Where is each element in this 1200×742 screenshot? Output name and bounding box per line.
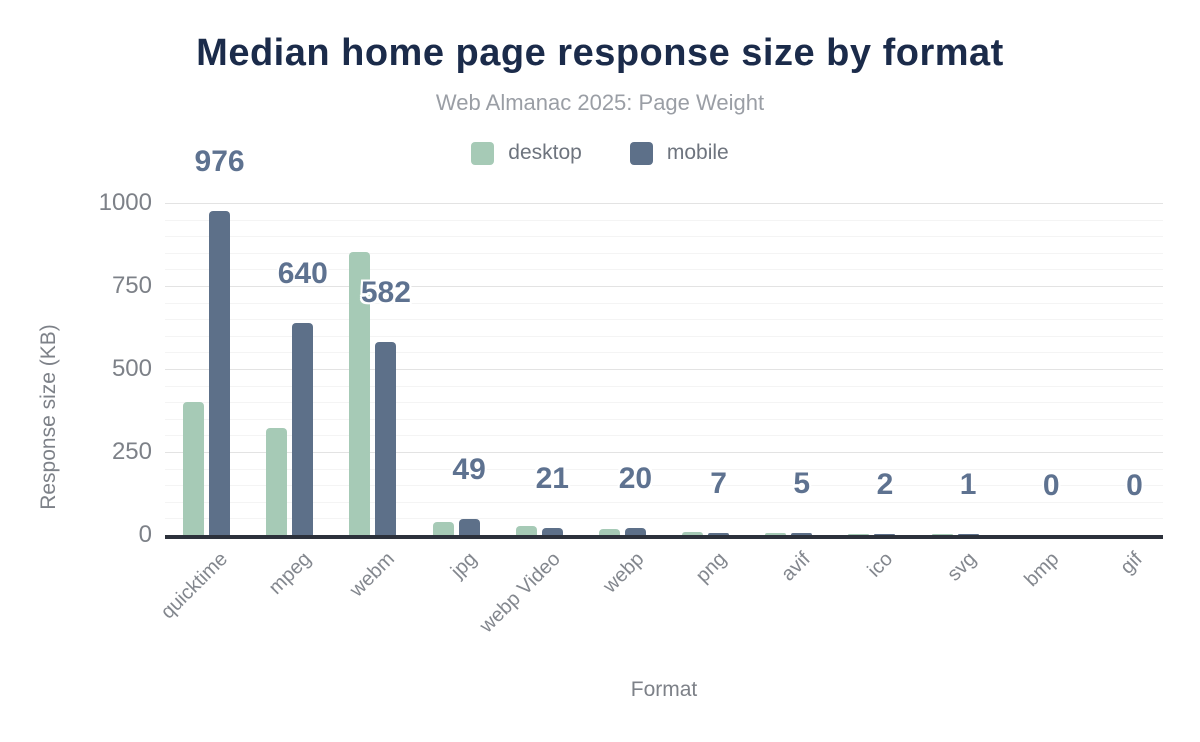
x-axis-line xyxy=(165,535,1163,539)
x-category-label: webp xyxy=(598,548,648,598)
bar-desktop-webm[interactable] xyxy=(349,252,371,535)
legend-item-mobile[interactable]: mobile xyxy=(629,141,729,165)
x-category-label: jpg xyxy=(447,548,482,583)
x-category-label: gif xyxy=(1116,548,1147,579)
value-label: 49 xyxy=(452,452,486,486)
bar-mobile-ico[interactable] xyxy=(874,534,896,535)
major-gridline xyxy=(165,369,1163,370)
x-axis-title: Format xyxy=(630,678,698,701)
value-label: 21 xyxy=(535,462,569,496)
minor-gridline xyxy=(165,435,1163,437)
bar-desktop-jpg[interactable] xyxy=(432,521,454,535)
value-label: 640 xyxy=(277,256,328,290)
bar-mobile-svg[interactable] xyxy=(957,534,979,535)
desktop-swatch-icon xyxy=(471,141,495,165)
value-label: 1 xyxy=(959,468,977,501)
minor-gridline xyxy=(165,335,1163,337)
bar-mobile-webp-Video[interactable] xyxy=(541,528,563,535)
legend-item-desktop[interactable]: desktop xyxy=(471,141,582,165)
minor-gridline xyxy=(165,252,1163,254)
y-axis-title: Response size (KB) xyxy=(37,324,60,510)
minor-gridline xyxy=(165,269,1163,271)
value-label: 20 xyxy=(618,462,653,496)
bar-mobile-quicktime[interactable] xyxy=(209,210,231,535)
legend-label-desktop: desktop xyxy=(508,141,582,164)
x-category-label: webm xyxy=(345,548,399,602)
chart-title: Median home page response size by format xyxy=(196,32,1004,74)
legend: desktop mobile xyxy=(0,141,1200,165)
minor-gridline xyxy=(165,518,1163,520)
value-label: 2 xyxy=(876,468,894,501)
bar-mobile-webp[interactable] xyxy=(624,528,646,535)
y-tick-label: 0 xyxy=(138,521,152,548)
bar-desktop-webp[interactable] xyxy=(598,529,620,535)
y-tick-label: 500 xyxy=(111,355,152,382)
bar-mobile-jpg[interactable] xyxy=(458,518,480,535)
bar-desktop-ico[interactable] xyxy=(848,534,870,535)
minor-gridline xyxy=(165,319,1163,321)
bar-desktop-svg[interactable] xyxy=(931,534,953,535)
bar-desktop-mpeg[interactable] xyxy=(266,428,288,535)
y-tick-label: 1000 xyxy=(98,189,152,216)
value-label: 5 xyxy=(793,467,811,501)
value-label: 7 xyxy=(710,466,727,500)
bar-desktop-png[interactable] xyxy=(682,532,704,535)
bar-mobile-mpeg[interactable] xyxy=(292,322,314,535)
minor-gridline xyxy=(165,418,1163,420)
value-label: 976 xyxy=(194,144,245,178)
major-gridline xyxy=(165,203,1163,204)
minor-gridline xyxy=(165,302,1163,304)
bar-mobile-webm[interactable] xyxy=(375,341,397,535)
bar-desktop-webp-Video[interactable] xyxy=(515,525,537,535)
x-category-label: mpeg xyxy=(264,548,316,599)
bar-desktop-avif[interactable] xyxy=(765,533,787,535)
x-category-label: svg xyxy=(943,548,981,586)
x-category-label: avif xyxy=(776,548,815,586)
minor-gridline xyxy=(165,402,1163,404)
minor-gridline xyxy=(165,501,1163,503)
minor-gridline xyxy=(165,485,1163,487)
mobile-swatch-icon xyxy=(629,141,653,165)
legend-label-mobile: mobile xyxy=(666,141,729,164)
x-category-label: quicktime xyxy=(156,548,233,624)
major-gridline xyxy=(165,452,1163,453)
y-tick-label: 750 xyxy=(111,272,152,299)
value-label: 0 xyxy=(1126,469,1143,502)
chart-subtitle: Web Almanac 2025: Page Weight xyxy=(435,90,765,115)
bar-desktop-quicktime[interactable] xyxy=(183,402,205,535)
bar-mobile-png[interactable] xyxy=(708,532,730,535)
value-label: 582 xyxy=(360,275,411,309)
minor-gridline xyxy=(165,385,1163,387)
major-gridline xyxy=(165,286,1163,287)
y-tick-label: 250 xyxy=(111,438,152,465)
x-category-label: ico xyxy=(863,548,898,582)
minor-gridline xyxy=(165,468,1163,470)
minor-gridline xyxy=(165,219,1163,221)
minor-gridline xyxy=(165,352,1163,354)
value-label: 0 xyxy=(1042,469,1060,502)
x-category-label: webp Video xyxy=(475,548,565,638)
bar-mobile-avif[interactable] xyxy=(791,533,813,535)
x-category-label: png xyxy=(691,548,732,588)
minor-gridline xyxy=(165,236,1163,238)
x-category-label: bmp xyxy=(1020,548,1064,592)
